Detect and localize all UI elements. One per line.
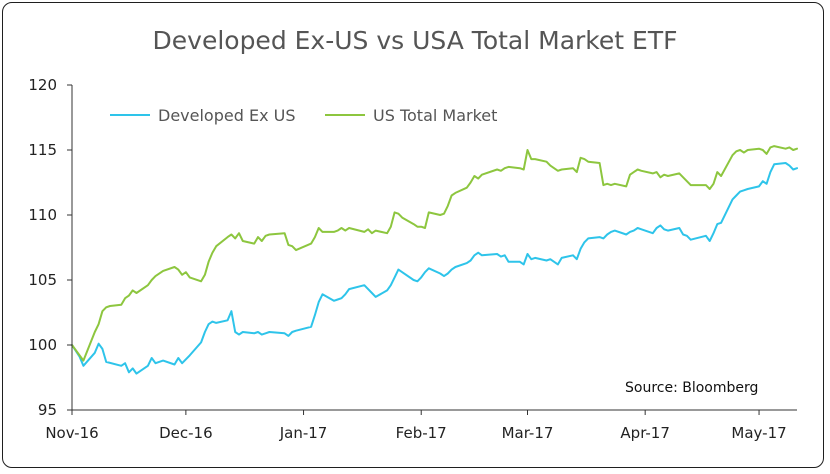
y-tick-label: 115 (28, 141, 57, 159)
x-tick-label: Apr-17 (620, 424, 670, 442)
y-tick-label: 110 (28, 206, 57, 224)
axes: 95 100 105 110 115 120 Nov-16 Dec-16 Jan-17 Feb-1… (28, 76, 797, 442)
legend-label: Developed Ex US (158, 106, 295, 125)
source-note: Source: Bloomberg (625, 380, 758, 396)
y-tick-label: 120 (28, 76, 57, 94)
series-line-developed-ex-us (71, 162, 798, 375)
x-tick-label: Jan-17 (279, 424, 328, 442)
series-line-us-total-market (71, 145, 798, 362)
y-tick-label: 105 (28, 271, 57, 289)
series-lines (71, 145, 798, 375)
x-tick-label: Feb-17 (396, 424, 447, 442)
legend-label: US Total Market (373, 106, 497, 125)
chart-title: Developed Ex-US vs USA Total Market ETF (152, 26, 678, 55)
x-tick-label: Nov-16 (45, 424, 98, 442)
x-tick-label: May-17 (731, 424, 786, 442)
x-tick-label: Dec-16 (159, 424, 213, 442)
y-tick-label: 95 (38, 401, 57, 419)
legend: Developed Ex US US Total Market (110, 106, 497, 125)
y-tick-label: 100 (28, 336, 57, 354)
x-tick-label: Mar-17 (502, 424, 554, 442)
